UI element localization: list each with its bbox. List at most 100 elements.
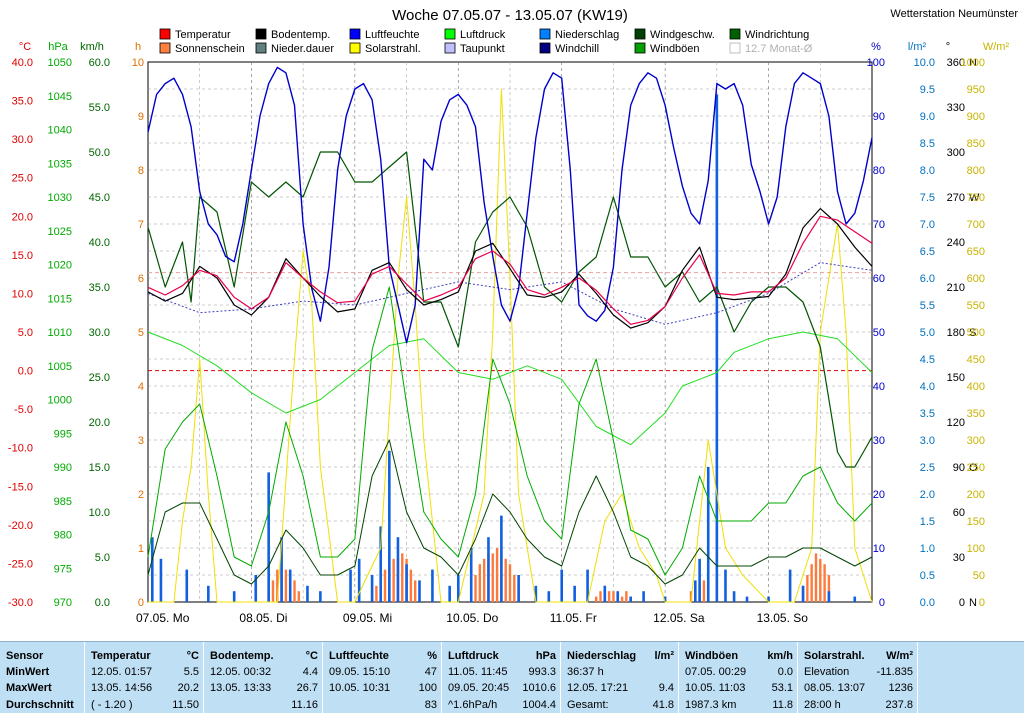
stats-cell-label: 13.05. 14:56 <box>91 682 153 695</box>
tick-label: 2.0 <box>920 489 935 501</box>
stats-row: 12.05. 01:57 5.5 <box>91 664 199 680</box>
legend-swatch <box>255 28 267 40</box>
precipitation-bar <box>388 450 391 602</box>
x-tick-label: 13.05. So <box>757 611 809 625</box>
tick-label: 5.5 <box>920 300 935 312</box>
stats-cell-value: -11.835 <box>876 666 914 679</box>
tick-label: 3.0 <box>920 435 935 447</box>
precipitation-bar <box>767 596 770 602</box>
stats-column: Solarstrahl. W/m² Elevation -11.835 08.05. 1… <box>798 642 918 713</box>
stats-row: 1987.3 km 11.8 <box>685 697 793 713</box>
tick-label: 250 <box>967 462 985 474</box>
precipitation-bar <box>469 548 473 602</box>
precipitation-bar <box>706 467 710 602</box>
stats-cell-value: 1236 <box>888 682 913 695</box>
tick-label: 1025 <box>48 226 72 238</box>
sunshine-bar <box>702 580 706 602</box>
sunshine-bar <box>478 564 482 602</box>
sunshine-bar <box>413 580 417 602</box>
precipitation-bar <box>288 569 292 602</box>
statistics-panel: Sensor MinWert MaxWert Durchschnitt Temperat… <box>0 641 1024 713</box>
stats-column-unit: l/m² <box>654 650 674 662</box>
tick-label: 0 <box>879 597 885 609</box>
tick-label: -25.0 <box>8 558 33 570</box>
stats-cell-label: 13.05. 13:33 <box>210 682 272 695</box>
tick-label: 6.0 <box>920 273 935 285</box>
precipitation-bar <box>698 558 701 602</box>
tick-label-deg: 90 <box>953 462 965 474</box>
chart-title: Woche 07.05.07 - 13.05.07 (KW19) <box>392 7 628 24</box>
precipitation-bar <box>547 591 551 602</box>
stats-cell-label: 1987.3 km <box>685 698 737 711</box>
tick-label: 0 <box>979 597 985 609</box>
series-wind-gusts <box>147 286 873 576</box>
tick-label-deg: 30 <box>953 552 965 564</box>
stats-cell-label: ( - 1.20 ) <box>91 698 133 711</box>
precipitation-bar <box>586 569 589 602</box>
stats-column-header: Luftfeuchte% <box>329 648 437 664</box>
stats-row: 12.05. 00:32 4.4 <box>210 664 318 680</box>
tick-label: 1.0 <box>920 543 935 555</box>
precipitation-bar <box>853 596 857 602</box>
tick-label: 50 <box>973 570 985 582</box>
tick-label: 1 <box>138 543 144 555</box>
sunshine-bar <box>810 564 813 602</box>
stats-row: Durchschnitt <box>6 697 80 713</box>
tick-label: -30.0 <box>8 597 33 609</box>
tick-label: 900 <box>967 111 985 123</box>
tick-label: 20.0 <box>89 417 110 429</box>
stats-column: Windböen km/h 07.05. 00:29 0.0 10.05. 11:03 5… <box>679 642 798 713</box>
tick-label: 30.0 <box>89 327 110 339</box>
stats-cell-label: ^1.6hPa/h <box>448 698 498 711</box>
tick-label: 6.5 <box>920 246 935 258</box>
tick-label: 150 <box>967 516 985 528</box>
stats-cell-label: 12.05. 01:57 <box>91 666 153 679</box>
legend-entry: 12.7 Monat-Ø <box>745 43 813 55</box>
tick-label: 2.5 <box>920 462 935 474</box>
precipitation-bar <box>629 596 632 602</box>
tick-label: 350 <box>967 408 985 420</box>
stats-cell-label: 10.05. 11:03 <box>685 682 746 695</box>
tick-label: 1010 <box>48 327 72 339</box>
tick-label-deg: 120 <box>947 417 965 429</box>
tick-label: 40 <box>873 381 885 393</box>
stats-row: 11.16 <box>210 697 318 713</box>
tick-label: 750 <box>967 192 985 204</box>
tick-label: 1050 <box>48 57 72 69</box>
stats-row: MaxWert <box>6 680 80 696</box>
tick-label: 100 <box>967 543 985 555</box>
direction-label: O <box>969 462 978 474</box>
stats-cell-value: 9.4 <box>658 682 674 695</box>
series-wind-speed <box>147 439 873 585</box>
stats-column: Sensor MinWert MaxWert Durchschnitt <box>0 642 85 713</box>
tick-label: 5.0 <box>18 327 33 339</box>
stats-column-unit: W/m² <box>886 650 913 662</box>
tick-label-deg: 150 <box>947 372 965 384</box>
sunshine-bar <box>513 575 516 602</box>
legend-entry: Windchill <box>555 43 599 55</box>
tick-label: 7.5 <box>920 192 935 204</box>
precipitation-bar <box>151 537 154 602</box>
stats-row: ^1.6hPa/h 1004.4 <box>448 697 556 713</box>
stats-row: MinWert <box>6 664 80 680</box>
sunshine-bar <box>276 569 279 602</box>
tick-label: 400 <box>967 381 985 393</box>
tick-label: 4 <box>138 381 144 393</box>
tick-label-deg: 240 <box>947 237 965 249</box>
legend-entry: Windböen <box>650 43 700 55</box>
tick-label-deg: 300 <box>947 147 965 159</box>
tick-label: 1040 <box>48 125 72 137</box>
stats-column-title: Luftfeuchte <box>329 650 389 662</box>
tick-label: -15.0 <box>8 481 33 493</box>
stats-cell-label: Gesamt: <box>567 698 609 711</box>
tick-label: 40.0 <box>12 57 33 69</box>
tick-label: 950 <box>967 84 985 96</box>
sunshine-bar <box>284 569 288 602</box>
tick-label: 20 <box>873 489 885 501</box>
legend-swatch <box>539 42 551 54</box>
legend-swatch <box>159 42 171 54</box>
stats-column-unit: km/h <box>767 650 793 662</box>
stats-column-header: Bodentemp. °C <box>210 648 318 664</box>
precipitation-bar <box>663 596 667 602</box>
precipitation-bar <box>349 569 352 602</box>
